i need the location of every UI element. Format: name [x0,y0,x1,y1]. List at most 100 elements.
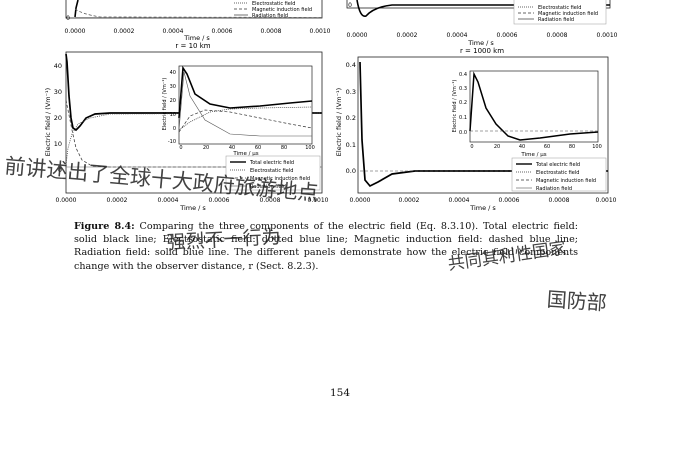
panel-b-x-tick: 0.0008 [549,197,570,204]
panel-b-y-tick: 0.3 [346,88,356,96]
panel-a-title: r = 10 km [175,42,210,50]
svg-text:Magnetic induction field: Magnetic induction field [250,176,310,182]
svg-text:40: 40 [170,70,176,76]
svg-text:-10: -10 [168,139,176,145]
top-left-y-tick: 0 [66,15,70,22]
panel-b-y-tick: 0.4 [346,61,356,69]
top-left-x-tick: 0.0002 [114,28,135,35]
svg-text:0.3: 0.3 [459,86,467,92]
caption-text: Comparing the three components of the el… [74,221,579,272]
panel-a-total-curve [65,53,322,132]
svg-text:100: 100 [305,145,315,151]
panel-a-x-label: Time / s [179,204,206,212]
svg-text:10: 10 [170,112,176,118]
svg-text:Total electric field: Total electric field [249,160,294,166]
panel-a-inset: -10 0 10 20 30 40 Electric field / (Vm⁻¹… [162,65,315,157]
panel-a-y-label: Electric field / (Vm⁻¹) [44,88,52,156]
panel-b-inset: 0.0 0.1 0.2 0.3 0.4 Electric field / (Vm… [452,70,602,158]
svg-text:Electrostatic field: Electrostatic field [252,1,295,7]
page-number: 154 [329,387,351,399]
panel-a-y-tick: 10 [54,140,62,148]
svg-text:Electric field / (Vm⁻¹): Electric field / (Vm⁻¹) [162,78,168,131]
panel-b-legend: Total electric field Electrostatic field… [511,157,607,192]
svg-text:0: 0 [179,145,182,151]
svg-text:60: 60 [255,145,261,151]
svg-text:Radiation field: Radiation field [538,17,574,23]
caption-label: Figure 8.4: [74,221,135,232]
svg-text:0.1: 0.1 [459,115,467,121]
panel-a-y-tick: 20 [54,114,62,122]
svg-text:60: 60 [544,144,550,150]
top-right-x-tick: 0.0008 [547,32,568,39]
panel-b-x-tick: 0.0000 [350,197,371,204]
svg-text:Magnetic induction field: Magnetic induction field [252,7,312,13]
svg-text:0.0: 0.0 [459,130,467,136]
svg-text:Radiation field: Radiation field [250,184,286,190]
panel-b: r = 1000 km 0.0 0.1 0.2 0.3 0.4 Electric… [335,47,617,212]
svg-text:20: 20 [203,145,209,151]
top-left-legend: Electrostatic field Magnetic induction f… [234,1,312,19]
svg-text:Time / μs: Time / μs [232,151,258,157]
svg-text:0.4: 0.4 [459,72,467,78]
svg-text:0: 0 [173,126,176,132]
panel-b-y-tick: 0.0 [346,167,356,175]
svg-text:Electrostatic field: Electrostatic field [538,5,581,11]
panel-b-y-tick: 0.2 [346,114,356,122]
svg-text:Radiation field: Radiation field [536,186,572,192]
svg-text:Electrostatic field: Electrostatic field [536,170,579,176]
panel-b-x-tick: 0.0002 [399,197,420,204]
handwriting-line-4: 国防部 [546,286,608,316]
panel-a-legend: Total electric field Electrostatic field… [225,155,321,191]
top-right-x-tick: 0.0000 [347,32,368,39]
panel-b-x-tick: 0.0006 [499,197,520,204]
svg-text:Magnetic induction field: Magnetic induction field [536,178,596,184]
panel-a-x-tick: 0.0002 [107,197,128,204]
svg-text:80: 80 [569,144,575,150]
panel-a-electrostatic-curve [65,112,323,166]
panel-a-x-tick: 0.0006 [209,197,230,204]
svg-text:Magnetic induction field: Magnetic induction field [538,11,598,17]
svg-text:40: 40 [519,144,525,150]
top-left-x-label: Time / s [183,34,210,42]
panel-a-y-tick: 0 [58,166,62,174]
panel-a-y-tick: 30 [54,88,62,96]
svg-text:Electrostatic field: Electrostatic field [250,168,293,174]
panel-b-x-label: Time / s [469,204,496,212]
top-right-x-tick: 0.0004 [447,32,468,39]
svg-text:80: 80 [281,145,287,151]
top-right-x-tick: 0.0010 [597,32,618,39]
svg-text:20: 20 [494,144,500,150]
panel-a-x-tick: 0.0008 [260,197,281,204]
panel-b-y-tick: 0.1 [346,141,356,149]
top-left-x-tick: 0.0010 [310,28,331,35]
panel-b-x-tick: 0.0004 [449,197,470,204]
panel-b-y-label: Electric field / (Vm⁻¹) [335,88,343,156]
panel-a-y-tick: 40 [54,62,62,70]
top-right-legend: Electrostatic field Magnetic induction f… [513,0,607,25]
top-left-x-tick: 0.0008 [261,28,282,35]
panel-b-title: r = 1000 km [460,47,504,55]
figure: 0 0.0000 0.0002 0.0004 0.0006 0.0008 0.0… [44,0,618,212]
svg-text:Radiation field: Radiation field [252,13,288,19]
top-right-panel: 0 0.0000 0.0002 0.0004 0.0006 0.0008 0.0… [347,0,618,47]
svg-text:0: 0 [470,144,473,150]
top-left-x-tick: 0.0000 [65,28,86,35]
panel-a-magnetic-curve [65,99,322,168]
top-left-panel: 0 0.0000 0.0002 0.0004 0.0006 0.0008 0.0… [65,0,331,42]
top-right-x-label: Time / s [467,39,494,47]
top-left-x-tick: 0.0006 [212,28,233,35]
panel-a: r = 10 km 0 10 20 30 40 Electric field /… [44,42,329,212]
panel-b-x-tick: 0.0010 [596,197,617,204]
svg-text:40: 40 [229,145,235,151]
figure-caption: Figure 8.4: Comparing the three componen… [74,220,578,273]
svg-text:Electric field / (Vm⁻¹): Electric field / (Vm⁻¹) [452,80,458,133]
panel-a-x-tick: 0.0004 [158,197,179,204]
svg-text:0.2: 0.2 [459,100,467,106]
top-right-x-tick: 0.0002 [397,32,418,39]
svg-text:20: 20 [170,98,176,104]
top-left-x-tick: 0.0004 [163,28,184,35]
panel-a-x-tick: 0.0000 [56,197,77,204]
panel-b-total-curve [359,61,608,188]
svg-text:Total electric field: Total electric field [535,162,580,168]
svg-text:Time / μs: Time / μs [520,152,546,158]
